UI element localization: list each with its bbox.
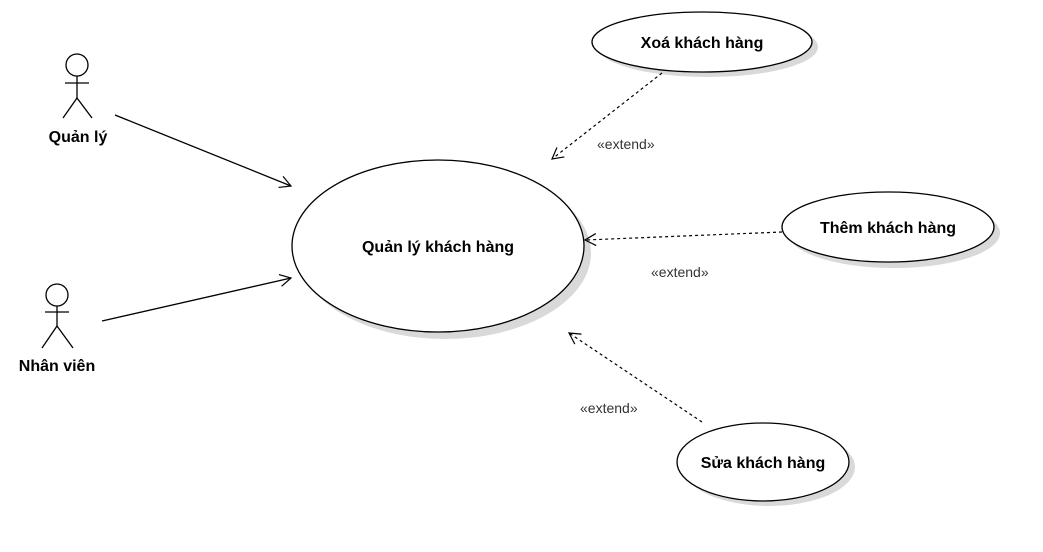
use-case-edit-customer-label: Sửa khách hàng xyxy=(701,455,826,472)
extend-delete-label: «extend» xyxy=(597,136,655,152)
use-case-manage-customers-label: Quản lý khách hàng xyxy=(362,239,514,256)
use-case-ellipse xyxy=(591,11,813,73)
use-case-delete-customer-label: Xoá khách hàng xyxy=(641,35,764,52)
extend-edit-label: «extend» xyxy=(580,400,638,416)
use-case-add-customer-label: Thêm khách hàng xyxy=(820,220,956,237)
stick-figure-icon xyxy=(41,283,74,349)
actor-staff-label: Nhân viên xyxy=(19,358,95,375)
association-staff[interactable] xyxy=(101,274,293,322)
use-case-ellipse xyxy=(676,422,850,502)
actor-manager[interactable]: Quản lý xyxy=(49,53,108,146)
use-case-add-customer[interactable]: Thêm khách hàng xyxy=(781,191,1000,268)
use-case-edit-customer[interactable]: Sửa khách hàng xyxy=(676,422,855,506)
extend-add-line[interactable] xyxy=(583,231,783,247)
actor-manager-label: Quản lý xyxy=(49,129,108,146)
extend-edit-line[interactable] xyxy=(567,332,703,423)
use-case-ellipse xyxy=(781,191,995,263)
association-manager[interactable] xyxy=(114,114,293,189)
use-case-manage-customers[interactable]: Quản lý khách hàng xyxy=(291,159,591,339)
extend-add-label: «extend» xyxy=(651,264,709,280)
use-case-delete-customer[interactable]: Xoá khách hàng xyxy=(591,11,818,77)
extend-delete-line[interactable] xyxy=(551,72,663,160)
actor-staff[interactable]: Nhân viên xyxy=(19,283,95,375)
stick-figure-icon xyxy=(62,53,93,119)
